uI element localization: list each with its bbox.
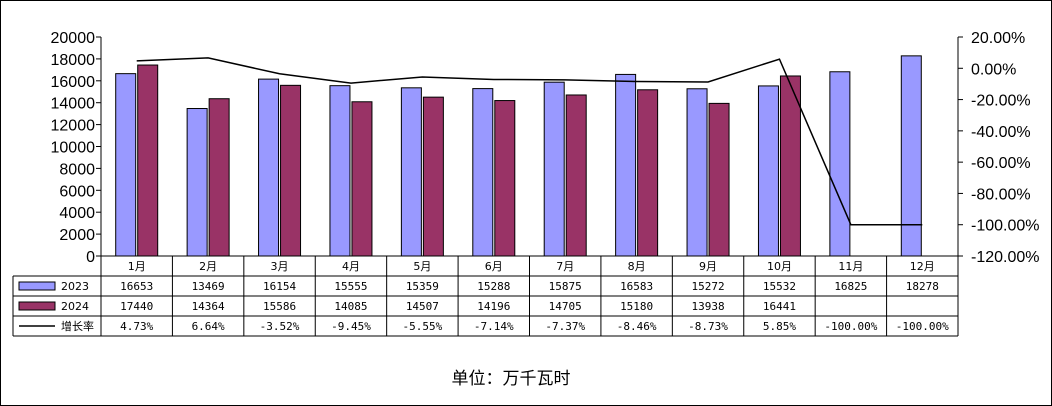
bar-2023 <box>615 73 637 257</box>
table-cell-value: 14196 <box>477 300 510 313</box>
category-label: 12月 <box>910 260 935 273</box>
y2-tick-label: -120.00% <box>971 249 1040 266</box>
bar-2023 <box>400 87 422 257</box>
table-cell-value: 5.85% <box>763 320 796 333</box>
y2-tick-label: 20.00% <box>971 30 1025 47</box>
category-label: 10月 <box>767 260 792 273</box>
legend-swatch <box>18 281 56 291</box>
table-cell-value: 15555 <box>334 280 367 293</box>
bar-2023 <box>829 71 851 257</box>
table-cell-value: -8.73% <box>688 320 728 333</box>
table-cell-value: -100.00% <box>896 320 949 333</box>
y-tick-label: 18000 <box>51 52 96 69</box>
table-cell-value: 15532 <box>763 280 796 293</box>
table-cell-value: -7.14% <box>474 320 514 333</box>
table-cell-value: 15288 <box>477 280 510 293</box>
y2-tick-label: 0.00% <box>971 61 1016 78</box>
table-cell-value: 15272 <box>691 280 724 293</box>
table-cell-value: -100.00% <box>824 320 877 333</box>
table-cell-value: 15359 <box>406 280 439 293</box>
table-cell-value: -9.45% <box>331 320 371 333</box>
bar-2023 <box>900 55 922 257</box>
bar-2024 <box>208 98 230 257</box>
table-cell-value: 4.73% <box>120 320 153 333</box>
table-cell-value: 16825 <box>834 280 867 293</box>
table-cell-value: 14705 <box>549 300 582 313</box>
table-cell-value: 17440 <box>120 300 153 313</box>
category-label: 5月 <box>413 260 431 273</box>
table-cell-value: 13938 <box>691 300 724 313</box>
table-cell-value: -5.55% <box>403 320 443 333</box>
y2-tick-label: -20.00% <box>971 93 1031 110</box>
y2-tick-label: -100.00% <box>971 218 1040 235</box>
unit-label: 单位：万千瓦时 <box>452 369 571 389</box>
bar-2023 <box>686 88 708 257</box>
bar-2023 <box>329 85 351 257</box>
category-label: 2月 <box>199 260 217 273</box>
bar-2024 <box>708 102 730 257</box>
table-cell-value: 15586 <box>263 300 296 313</box>
bar-2024 <box>779 75 801 257</box>
bar-2024 <box>280 84 302 257</box>
y-tick-label: 6000 <box>59 183 95 200</box>
table-cell-value: 14507 <box>406 300 439 313</box>
y-tick-label: 12000 <box>51 118 96 135</box>
table-cell-value: 16154 <box>263 280 296 293</box>
bar-2023 <box>757 85 779 257</box>
bar-2023 <box>115 73 137 257</box>
table-cell-value: -7.37% <box>545 320 585 333</box>
table-cell-value: 14364 <box>192 300 225 313</box>
table-cell-value: 16583 <box>620 280 653 293</box>
category-label: 7月 <box>556 260 574 273</box>
category-label: 6月 <box>485 260 503 273</box>
table-cell-value: 6.64% <box>192 320 225 333</box>
y-tick-label: 16000 <box>51 74 96 91</box>
category-label: 11月 <box>838 260 863 273</box>
bar-2024 <box>494 100 516 257</box>
bar-2024 <box>422 96 444 257</box>
legend-swatch <box>18 301 56 311</box>
bar-2024 <box>137 64 159 257</box>
table-cell-value: 16441 <box>763 300 796 313</box>
y-tick-label: 20000 <box>51 30 96 47</box>
bar-2023 <box>472 88 494 257</box>
bar-2023 <box>186 108 208 257</box>
y-tick-label: 8000 <box>59 161 95 178</box>
table-cell-value: -3.52% <box>260 320 300 333</box>
category-label: 4月 <box>342 260 360 273</box>
table-cell-value: 16653 <box>120 280 153 293</box>
table-cell-value: 15875 <box>549 280 582 293</box>
legend-label: 2024 <box>61 300 89 313</box>
y2-tick-label: -60.00% <box>971 155 1031 172</box>
bar-2024 <box>565 94 587 257</box>
y-tick-label: 4000 <box>59 205 95 222</box>
legend-label: 增长率 <box>61 319 94 333</box>
y2-tick-label: -80.00% <box>971 186 1031 203</box>
bar-2024 <box>351 101 373 257</box>
bar-2023 <box>258 78 280 257</box>
category-label: 1月 <box>128 260 146 273</box>
table-cell-value: -8.46% <box>617 320 657 333</box>
category-label: 8月 <box>628 260 646 273</box>
y-tick-label: 0 <box>86 249 95 266</box>
table-cell-value: 13469 <box>192 280 225 293</box>
legend-label: 2023 <box>61 280 89 293</box>
y-tick-label: 10000 <box>51 140 96 157</box>
table-cell-value: 15180 <box>620 300 653 313</box>
y-tick-label: 2000 <box>59 227 95 244</box>
category-label: 9月 <box>699 260 717 273</box>
y-tick-label: 14000 <box>51 96 96 113</box>
table-cell-value: 18278 <box>906 280 939 293</box>
y2-tick-label: -40.00% <box>971 124 1031 141</box>
table-cell-value: 14085 <box>334 300 367 313</box>
growth-line <box>136 57 923 226</box>
bar-2023 <box>543 81 565 257</box>
bar-2024 <box>637 89 659 257</box>
category-label: 3月 <box>271 260 289 273</box>
